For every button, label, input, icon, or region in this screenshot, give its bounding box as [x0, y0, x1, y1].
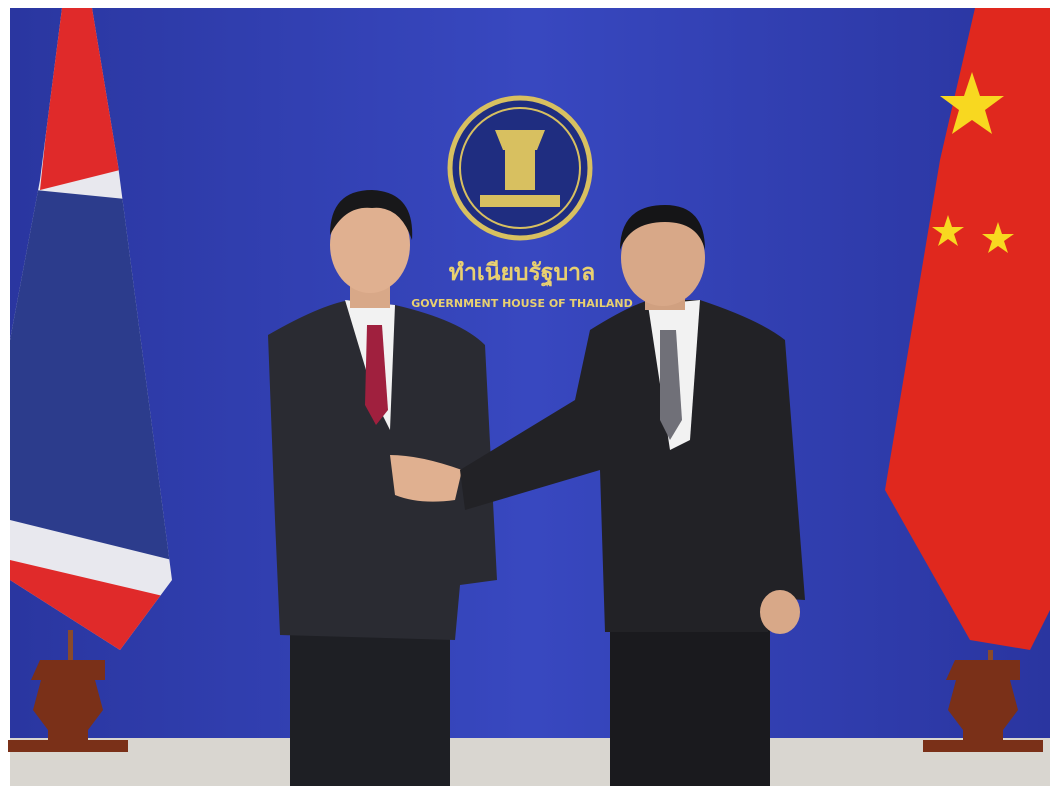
emblem-ring — [459, 107, 581, 229]
english-text: GOVERNMENT HOUSE OF THAILAND — [411, 297, 632, 310]
star — [982, 222, 1014, 253]
flag-stand — [8, 660, 128, 752]
thai-text: ทำเนียบรัฐบาล — [449, 260, 595, 287]
star — [940, 72, 1004, 134]
floor — [10, 738, 1050, 786]
star — [932, 215, 964, 246]
china-flag — [885, 8, 1050, 650]
person-left — [268, 190, 497, 786]
emblem-detail — [480, 130, 560, 207]
person-right — [460, 205, 805, 786]
flag-stand — [923, 660, 1043, 752]
